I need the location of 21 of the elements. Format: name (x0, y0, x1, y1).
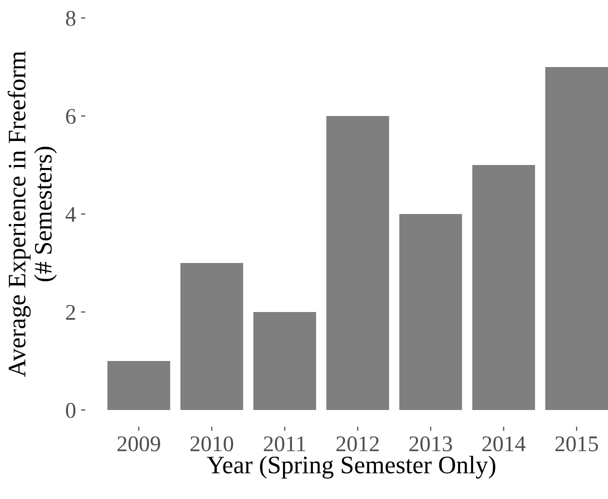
bar (326, 116, 390, 410)
bar (107, 361, 170, 410)
bar (399, 214, 462, 410)
bar (472, 165, 536, 410)
y-tick-label: 8 (66, 10, 76, 26)
x-tick-label: 2011 (264, 436, 306, 452)
x-tick-label: 2014 (482, 436, 526, 452)
x-tick-label: 2010 (190, 436, 234, 452)
y-tick-label: 0 (66, 402, 76, 418)
x-tick-label: 2012 (336, 436, 379, 452)
x-tick-label: 2009 (118, 436, 160, 452)
y-tick-label: 2 (66, 304, 76, 320)
y-tick-label: 4 (66, 207, 76, 222)
y-tick-label: 6 (66, 108, 76, 124)
x-tick-label: 2013 (409, 436, 452, 452)
y-axis-title: Average Experience in Freeform (# Semesters) (8, 51, 57, 377)
bar (180, 263, 244, 410)
bar (253, 312, 316, 410)
x-tick-label: 2015 (555, 436, 598, 452)
x-axis-title: Year (Spring Semester Only) (206, 456, 496, 479)
bar (545, 67, 608, 410)
